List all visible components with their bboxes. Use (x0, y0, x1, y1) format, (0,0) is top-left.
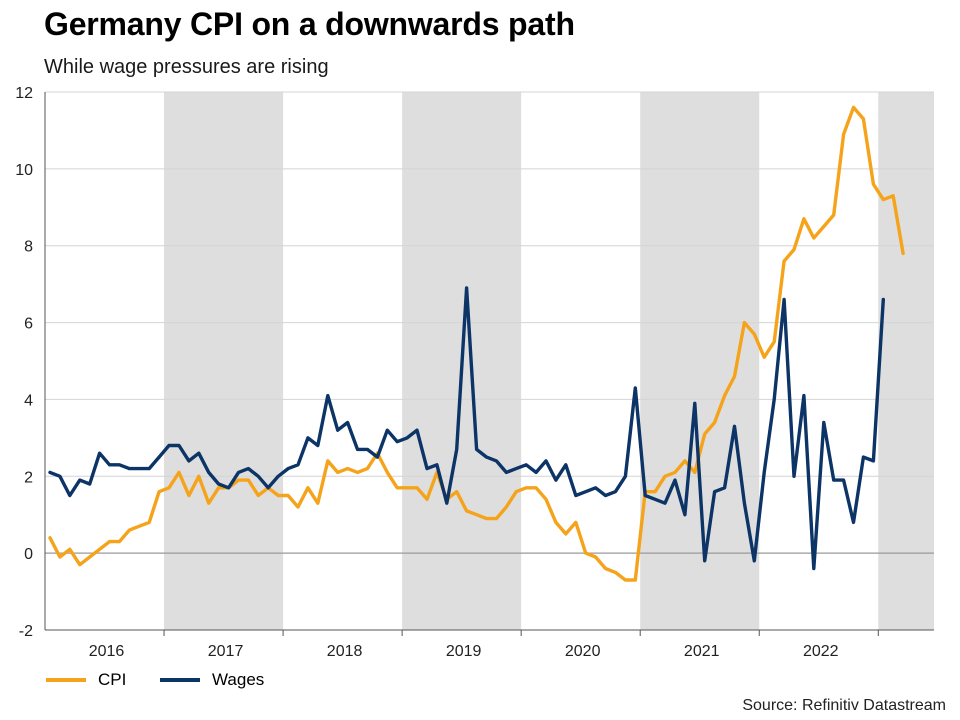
series-line-wages (48, 286, 885, 571)
x-tick-label-2016: 2016 (89, 643, 125, 660)
shade-band-2021 (640, 92, 760, 630)
chart-title: Germany CPI on a downwards path (44, 6, 575, 42)
chart-subtitle: While wage pressures are rising (44, 56, 329, 78)
axes-group: -2 0 2 4 6 8 10 12 2016 2017 2018 2019 2020 2021 2022 (15, 85, 934, 660)
legend-label-cpi: CPI (98, 670, 127, 689)
legend-item-wages: Wages (160, 670, 264, 690)
x-tick-label-2022: 2022 (803, 643, 839, 660)
shade-band-2023 (878, 92, 934, 630)
y-tick-label-6: 6 (24, 316, 33, 333)
y-tick-label--2: -2 (19, 623, 33, 640)
y-tick-label-12: 12 (15, 85, 33, 102)
y-tick-label-2: 2 (24, 469, 33, 486)
legend-swatch-cpi (46, 678, 86, 682)
legend-item-cpi: CPI (46, 670, 126, 690)
x-tick-label-2018: 2018 (327, 643, 363, 660)
gridlines-group (45, 91, 934, 554)
y-tick-label-4: 4 (24, 392, 33, 409)
y-tick-label-0: 0 (24, 546, 33, 563)
x-tick-label-2020: 2020 (565, 643, 601, 660)
x-tick-label-2019: 2019 (446, 643, 482, 660)
series-line-cpi (48, 105, 905, 582)
series-group (48, 105, 905, 582)
legend-label-wages: Wages (212, 670, 265, 689)
year-shading-group (164, 92, 934, 630)
source-note: Source: Refinitiv Datastream (742, 697, 946, 714)
y-tick-label-8: 8 (24, 239, 33, 256)
legend-swatch-wages (160, 678, 200, 682)
x-tick-label-2021: 2021 (684, 643, 720, 660)
x-tick-label-2017: 2017 (208, 643, 244, 660)
shade-band-2017 (164, 92, 284, 630)
y-tick-label-10: 10 (15, 162, 33, 179)
